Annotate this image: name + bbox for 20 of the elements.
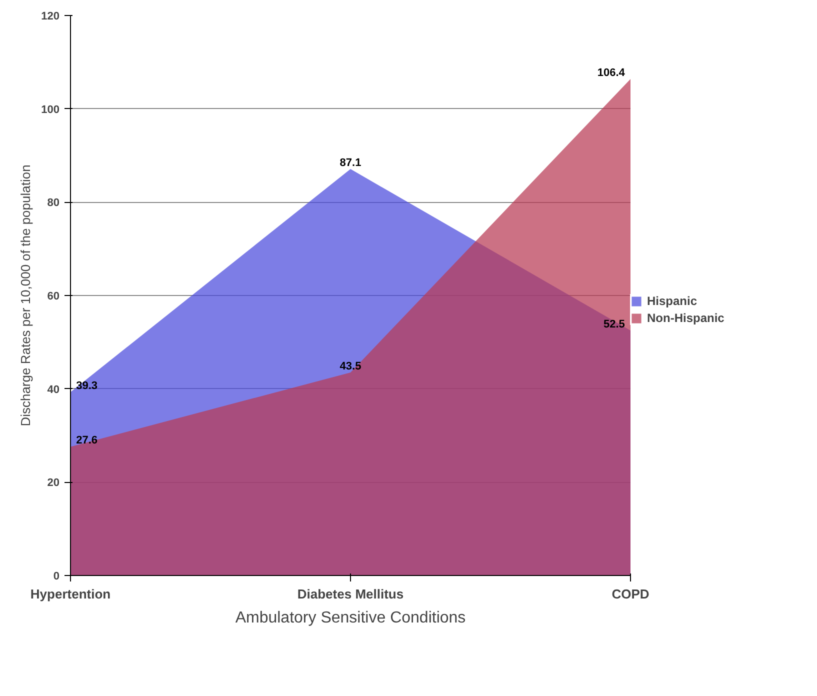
y-tick-label: 20 [47,477,60,490]
legend-label: Hispanic [647,294,698,308]
y-tick-label: 100 [41,104,60,116]
x-tick-label: COPD [612,586,650,602]
data-label: 43.5 [340,360,362,372]
y-tick-label: 120 [41,10,60,22]
data-label: 27.6 [76,434,98,447]
data-label: 39.3 [76,380,98,392]
y-tick-label: 60 [47,290,60,302]
y-axis-title: Discharge Rates per 10,000 of the population [18,164,34,426]
y-tick-label: 0 [53,570,60,582]
series-label: Non-Hispanic [647,311,724,325]
x-tick-label: Hypertention [30,586,111,602]
data-label: 106.4 [597,66,626,79]
x-axis-title: Ambulatory Sensitive Conditions [235,610,466,626]
data-label: 52.5 [603,318,625,330]
y-tick-label: 40 [47,384,60,396]
data-label: 87.1 [340,157,362,170]
y-tick-label: 80 [47,197,60,210]
x-tick-label: Diabetes Mellitus [297,586,404,602]
